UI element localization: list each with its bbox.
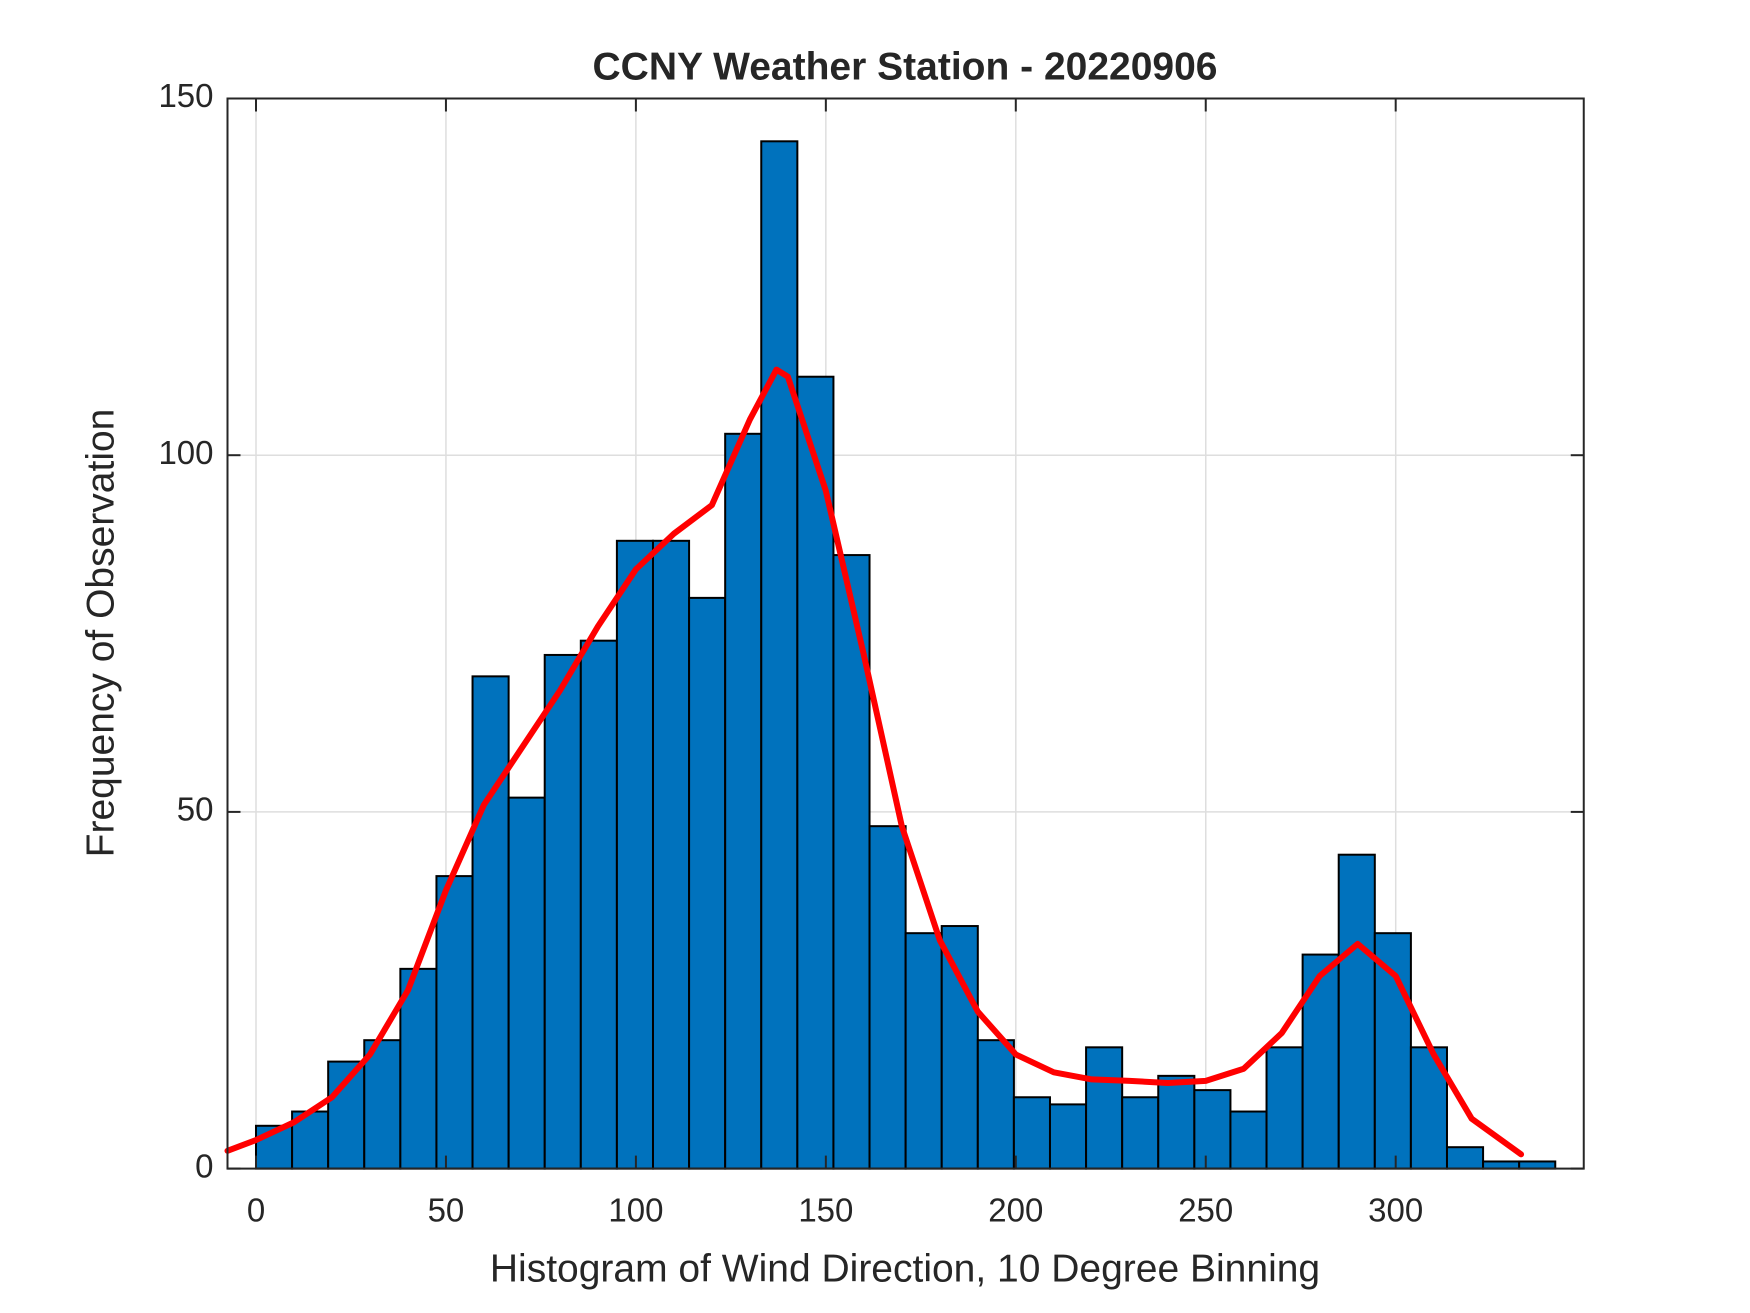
x-tick-label: 0 bbox=[247, 1191, 265, 1228]
bar bbox=[976, 1039, 1015, 1170]
x-axis-label: Histogram of Wind Direction, 10 Degree B… bbox=[490, 1247, 1320, 1290]
x-tick-label: 50 bbox=[428, 1191, 465, 1228]
x-tick-label: 200 bbox=[988, 1191, 1043, 1228]
bar bbox=[688, 596, 727, 1170]
chart-title: CCNY Weather Station - 20220906 bbox=[593, 45, 1218, 88]
bar bbox=[507, 796, 546, 1170]
bar bbox=[1301, 953, 1340, 1170]
bar bbox=[579, 639, 618, 1170]
bar bbox=[615, 539, 654, 1170]
y-tick-label: 150 bbox=[158, 77, 213, 114]
bar bbox=[471, 675, 510, 1170]
axes-box bbox=[226, 97, 1585, 1170]
y-tick-label: 0 bbox=[195, 1147, 213, 1184]
bar bbox=[1121, 1096, 1160, 1170]
x-tick-label: 250 bbox=[1178, 1191, 1233, 1228]
bar bbox=[940, 925, 979, 1170]
bar bbox=[1048, 1103, 1088, 1170]
bar bbox=[1337, 853, 1376, 1170]
bar bbox=[1193, 1089, 1232, 1170]
bar bbox=[1373, 932, 1412, 1170]
bar bbox=[1445, 1146, 1485, 1170]
bar bbox=[1085, 1046, 1124, 1170]
bar bbox=[904, 932, 943, 1170]
x-tick-label: 300 bbox=[1368, 1191, 1423, 1228]
bar bbox=[363, 1039, 402, 1170]
bar bbox=[435, 875, 474, 1170]
bar bbox=[868, 825, 907, 1170]
x-tick-label: 100 bbox=[608, 1191, 663, 1228]
y-tick-label: 100 bbox=[158, 434, 213, 471]
bar bbox=[399, 967, 438, 1170]
x-tick-label: 150 bbox=[798, 1191, 853, 1228]
bar bbox=[1012, 1096, 1051, 1170]
bar bbox=[1265, 1046, 1304, 1170]
y-tick-label: 50 bbox=[177, 791, 214, 828]
bar bbox=[724, 432, 763, 1170]
bar bbox=[1157, 1074, 1196, 1170]
bar bbox=[760, 140, 799, 1170]
bar bbox=[1482, 1160, 1521, 1170]
bar bbox=[651, 539, 691, 1170]
bar bbox=[1229, 1110, 1268, 1170]
density-curve bbox=[224, 366, 1525, 1158]
bar bbox=[543, 653, 582, 1170]
bar bbox=[1518, 1160, 1557, 1170]
y-axis-label: Frequency of Observation bbox=[79, 409, 122, 858]
